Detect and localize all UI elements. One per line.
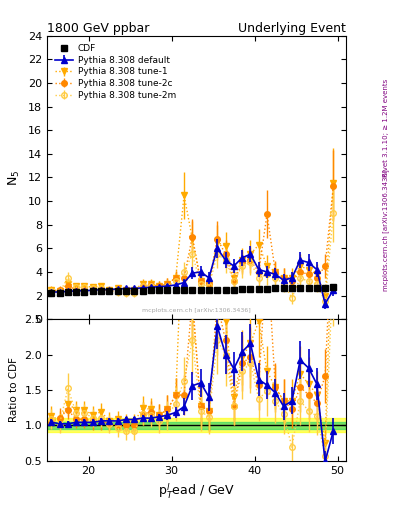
X-axis label: p$_T^l$ead / GeV: p$_T^l$ead / GeV	[158, 481, 235, 501]
CDF	[49, 290, 54, 296]
CDF	[90, 288, 95, 294]
CDF	[124, 288, 129, 294]
CDF	[132, 288, 137, 294]
CDF	[231, 287, 236, 293]
CDF	[157, 287, 162, 293]
CDF	[331, 284, 336, 290]
CDF	[223, 287, 228, 293]
Text: mcplots.cern.ch [arXiv:1306.3436]: mcplots.cern.ch [arXiv:1306.3436]	[142, 309, 251, 313]
CDF	[207, 287, 211, 293]
Text: Underlying Event: Underlying Event	[238, 22, 346, 35]
CDF	[298, 285, 303, 291]
Text: mcplots.cern.ch [arXiv:1306.3436]: mcplots.cern.ch [arXiv:1306.3436]	[382, 169, 389, 291]
CDF	[165, 287, 170, 293]
CDF	[198, 287, 203, 293]
CDF	[57, 289, 62, 295]
CDF	[99, 288, 103, 294]
CDF	[149, 287, 153, 293]
Line: CDF: CDF	[48, 285, 336, 296]
CDF	[306, 285, 311, 291]
CDF	[140, 288, 145, 294]
CDF	[281, 285, 286, 291]
CDF	[290, 285, 294, 291]
CDF	[215, 287, 220, 293]
CDF	[273, 285, 278, 291]
CDF	[323, 285, 327, 291]
CDF	[248, 286, 253, 292]
CDF	[115, 288, 120, 294]
CDF	[256, 286, 261, 292]
CDF	[74, 289, 79, 295]
Text: Rivet 3.1.10; ≥ 1.2M events: Rivet 3.1.10; ≥ 1.2M events	[383, 79, 389, 177]
Legend: CDF, Pythia 8.308 default, Pythia 8.308 tune-1, Pythia 8.308 tune-2c, Pythia 8.3: CDF, Pythia 8.308 default, Pythia 8.308 …	[51, 40, 180, 103]
Y-axis label: N$_5$: N$_5$	[7, 169, 22, 186]
CDF	[190, 287, 195, 293]
CDF	[264, 286, 269, 292]
CDF	[314, 285, 319, 291]
CDF	[173, 287, 178, 293]
CDF	[82, 289, 87, 295]
Y-axis label: Ratio to CDF: Ratio to CDF	[9, 357, 19, 422]
CDF	[182, 287, 186, 293]
CDF	[240, 286, 244, 292]
CDF	[66, 289, 70, 295]
Text: 1800 GeV ppbar: 1800 GeV ppbar	[47, 22, 149, 35]
CDF	[107, 288, 112, 294]
